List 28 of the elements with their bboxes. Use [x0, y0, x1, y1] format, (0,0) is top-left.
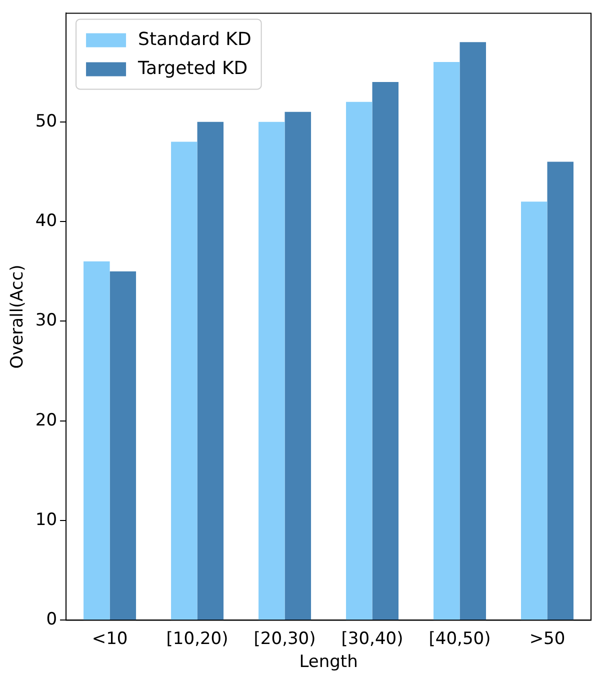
bar: [434, 62, 460, 620]
bar: [171, 142, 198, 620]
x-tick-label: [10,20): [166, 628, 228, 649]
bar: [346, 102, 372, 620]
y-axis-title: Overall(Acc): [8, 264, 28, 369]
bar: [258, 122, 285, 620]
x-tick-label: <10: [92, 628, 128, 649]
bar: [110, 271, 136, 620]
y-tick-label: 50: [35, 111, 58, 132]
x-tick-label: [20,30): [254, 628, 316, 649]
y-tick-label: 30: [35, 310, 58, 331]
y-tick-label: 0: [46, 610, 58, 630]
bar: [197, 122, 224, 620]
bar: [84, 261, 110, 620]
legend-label: Targeted KD: [137, 58, 248, 79]
bar: [521, 202, 548, 620]
bar: [284, 112, 312, 620]
x-tick-label: [40,50): [428, 628, 491, 649]
x-axis-title: Length: [299, 652, 358, 672]
bar: [372, 82, 399, 620]
bar: [460, 42, 486, 620]
y-tick-label: 20: [35, 410, 58, 430]
legend-label: Standard KD: [138, 28, 252, 50]
bar: [547, 162, 574, 620]
x-tick-label: [30,40): [341, 628, 404, 649]
y-tick-label: 10: [35, 510, 58, 530]
y-tick-label: 40: [35, 210, 58, 231]
x-tick-label: >50: [529, 628, 566, 649]
